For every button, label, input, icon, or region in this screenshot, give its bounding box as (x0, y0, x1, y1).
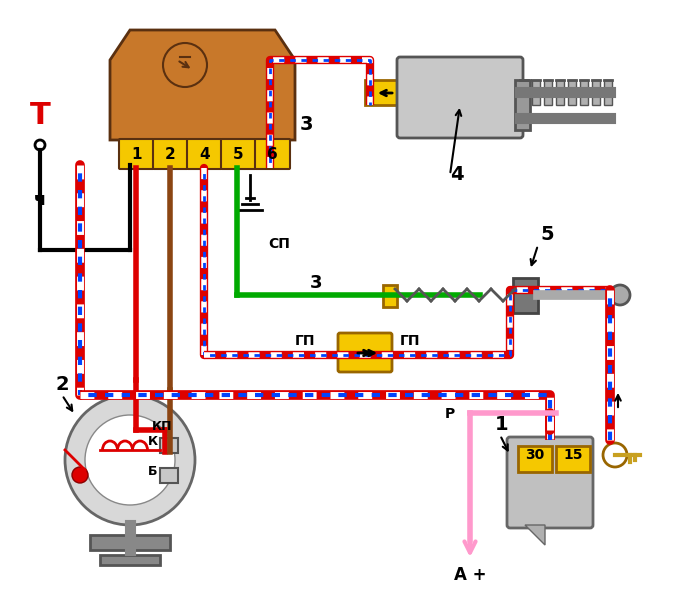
Bar (556, 446, 590, 472)
Bar (580, 80, 588, 105)
Text: КП: КП (152, 420, 173, 433)
Bar (568, 80, 576, 105)
Text: К: К (148, 435, 158, 448)
Text: Т: Т (30, 100, 51, 130)
Circle shape (610, 285, 630, 305)
Bar (90, 535, 170, 550)
Text: 30: 30 (525, 448, 545, 462)
FancyBboxPatch shape (187, 139, 222, 169)
Text: 4: 4 (199, 146, 210, 162)
FancyBboxPatch shape (119, 139, 154, 169)
Bar (383, 285, 397, 307)
Bar (544, 80, 552, 105)
Circle shape (65, 395, 195, 525)
Text: Б: Б (148, 465, 157, 478)
Circle shape (163, 43, 207, 87)
Polygon shape (110, 30, 295, 140)
Text: 15: 15 (563, 448, 583, 462)
Bar (515, 80, 530, 130)
Text: 2: 2 (55, 375, 69, 394)
Text: 1: 1 (495, 415, 509, 434)
Text: Р: Р (445, 407, 455, 421)
Text: 2: 2 (165, 146, 176, 162)
Bar (518, 446, 552, 472)
Bar (513, 278, 538, 313)
Bar (365, 80, 400, 105)
FancyBboxPatch shape (507, 437, 593, 528)
Text: ч: ч (34, 191, 46, 209)
Circle shape (85, 415, 175, 505)
Text: 5: 5 (540, 225, 553, 244)
Bar (160, 468, 178, 483)
FancyBboxPatch shape (397, 57, 523, 138)
Text: 6: 6 (267, 146, 278, 162)
Bar (160, 438, 178, 453)
Polygon shape (525, 525, 545, 545)
Bar (592, 80, 600, 105)
Bar (532, 80, 540, 105)
FancyBboxPatch shape (255, 139, 290, 169)
Text: 3: 3 (300, 115, 313, 134)
Text: 3: 3 (310, 274, 323, 292)
Bar (100, 555, 160, 565)
Text: 4: 4 (450, 165, 464, 184)
FancyBboxPatch shape (153, 139, 188, 169)
Bar (556, 80, 564, 105)
FancyBboxPatch shape (338, 333, 392, 372)
Bar (520, 80, 528, 105)
Text: А +: А + (454, 566, 486, 584)
Text: ГП: ГП (295, 334, 315, 348)
Text: СП: СП (268, 237, 290, 251)
Text: 1: 1 (131, 146, 142, 162)
FancyBboxPatch shape (221, 139, 256, 169)
Bar (604, 80, 612, 105)
Circle shape (72, 467, 88, 483)
Text: ГП: ГП (400, 334, 421, 348)
Text: 5: 5 (233, 146, 244, 162)
Circle shape (35, 140, 45, 150)
